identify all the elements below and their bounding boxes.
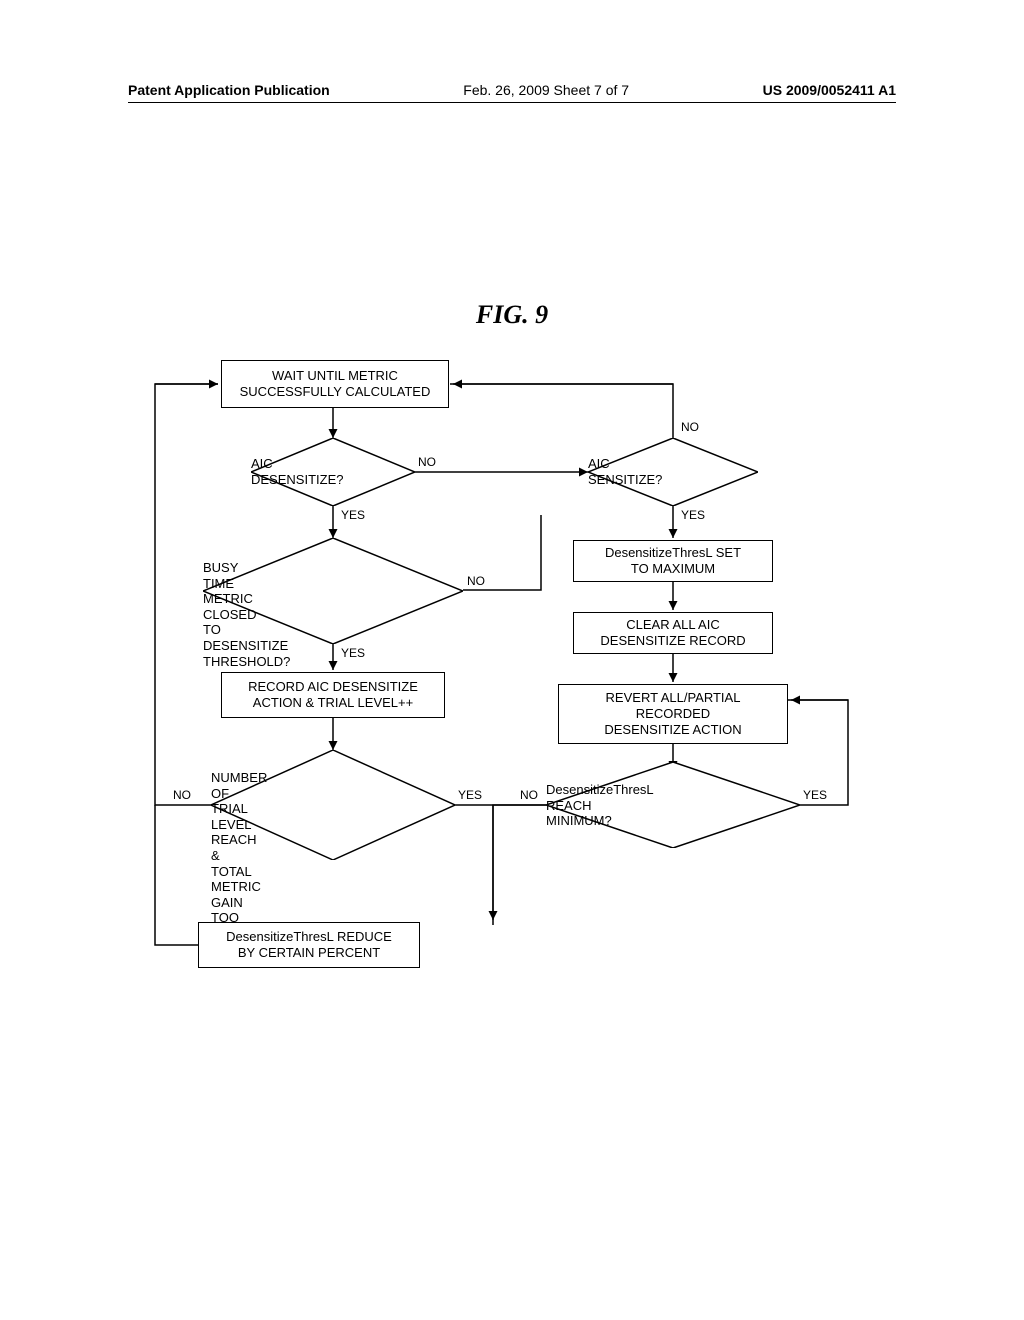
header-publication: Patent Application Publication <box>128 82 330 98</box>
box-setmax-text: DesensitizeThresL SET TO MAXIMUM <box>605 545 741 578</box>
box-revert-text: REVERT ALL/PARTIAL RECORDED DESENSITIZE … <box>604 690 741 739</box>
box-wait-text: WAIT UNTIL METRIC SUCCESSFULLY CALCULATE… <box>240 368 431 401</box>
box-reduce-threshold: DesensitizeThresL REDUCE BY CERTAIN PERC… <box>198 922 420 968</box>
label-reachmin-yes: YES <box>803 788 827 802</box>
box-clear-text: CLEAR ALL AIC DESENSITIZE RECORD <box>600 617 745 650</box>
label-trial-no: NO <box>173 788 191 802</box>
box-set-max: DesensitizeThresL SET TO MAXIMUM <box>573 540 773 582</box>
label-busy-no: NO <box>467 574 485 588</box>
box-wait-metric: WAIT UNTIL METRIC SUCCESSFULLY CALCULATE… <box>221 360 449 408</box>
box-clear-record: CLEAR ALL AIC DESENSITIZE RECORD <box>573 612 773 654</box>
figure-title: FIG. 9 <box>0 300 1024 330</box>
box-record-action: RECORD AIC DESENSITIZE ACTION & TRIAL LE… <box>221 672 445 718</box>
label-busy-yes: YES <box>341 646 365 660</box>
box-record-text: RECORD AIC DESENSITIZE ACTION & TRIAL LE… <box>248 679 418 712</box>
label-desens-yes: YES <box>341 508 365 522</box>
header-date-sheet: Feb. 26, 2009 Sheet 7 of 7 <box>463 82 629 98</box>
flowchart: WAIT UNTIL METRIC SUCCESSFULLY CALCULATE… <box>128 360 888 1090</box>
label-sens-yes: YES <box>681 508 705 522</box>
page-header: Patent Application Publication Feb. 26, … <box>128 82 896 103</box>
header-patent-number: US 2009/0052411 A1 <box>763 82 896 98</box>
box-revert-action: REVERT ALL/PARTIAL RECORDED DESENSITIZE … <box>558 684 788 744</box>
label-reachmin-no: NO <box>520 788 538 802</box>
box-reduce-text: DesensitizeThresL REDUCE BY CERTAIN PERC… <box>226 929 392 962</box>
label-desens-no: NO <box>418 455 436 469</box>
label-sens-no: NO <box>681 420 699 434</box>
label-trial-yes: YES <box>458 788 482 802</box>
